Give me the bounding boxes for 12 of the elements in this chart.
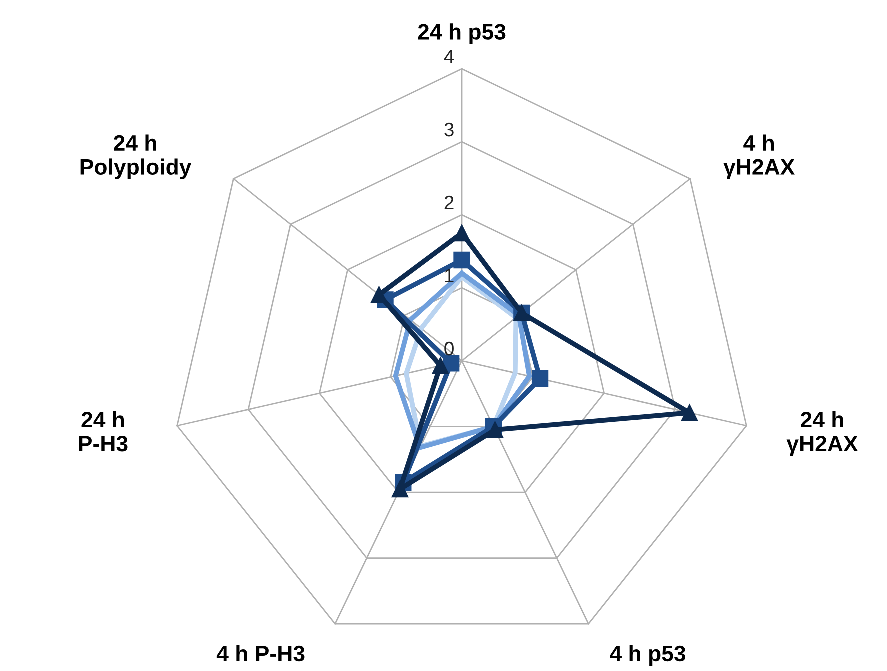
y-tick-label: 2 bbox=[444, 196, 454, 210]
spoke-label: 4 h p53 bbox=[610, 645, 686, 666]
y-tick-label: 0 bbox=[444, 342, 454, 356]
spoke-label: 24 h P-H3 bbox=[79, 411, 128, 452]
spoke-label: 4 h P-H3 bbox=[216, 645, 305, 662]
y-tick-label: 1 bbox=[445, 269, 454, 283]
y-tick-label: 4 bbox=[444, 50, 454, 64]
spoke-label: 24 h Polyploidy bbox=[80, 134, 192, 180]
spoke-label: 24 h γH2AX bbox=[786, 411, 858, 456]
y-tick-label: 3 bbox=[444, 122, 454, 137]
spoke-label: 4 h γH2AX bbox=[724, 134, 795, 180]
spoke-label: 24 h p53 bbox=[418, 24, 506, 44]
